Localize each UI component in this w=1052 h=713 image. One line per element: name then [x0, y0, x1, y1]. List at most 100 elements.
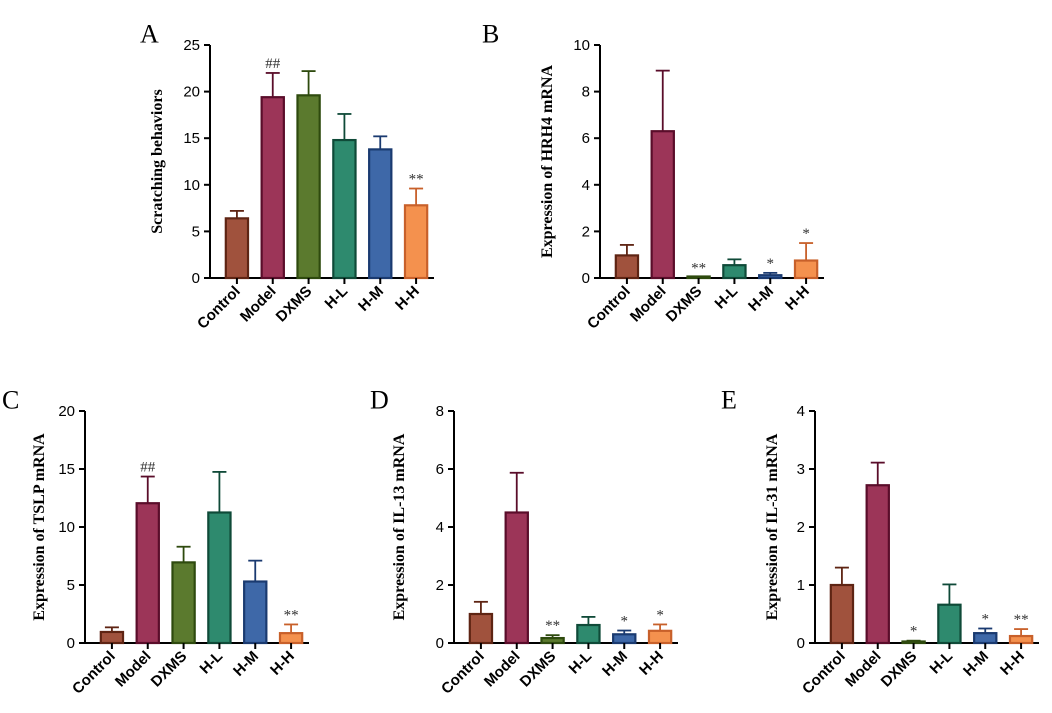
- x-tick-label: DXMS: [663, 283, 706, 326]
- y-tick-label: 2: [797, 519, 805, 536]
- y-axis-label: Expression of HRH4 mRNA: [539, 65, 556, 258]
- bar-model: [260, 96, 285, 280]
- bar-h-h: [278, 632, 304, 645]
- bar-model: [135, 502, 160, 645]
- x-tick-label: H-L: [927, 648, 957, 678]
- x-tick-label: H-M: [960, 648, 992, 680]
- bar-h-l: [937, 603, 962, 645]
- x-tick-label: DXMS: [517, 648, 560, 691]
- significance-label: *: [802, 226, 810, 242]
- significance-label: *: [621, 614, 629, 630]
- chart-panel-C: C 0 5 10 15 20 Expression of TSLP mRNA ControlM…: [2, 385, 309, 698]
- x-tick-label: H-M: [745, 283, 777, 315]
- y-tick-label: 0: [797, 635, 805, 652]
- bar-h-m: [243, 580, 268, 645]
- x-tick-label: H-H: [636, 648, 667, 679]
- x-tick-label: Model: [627, 283, 670, 326]
- x-tick-label: H-L: [566, 648, 596, 678]
- y-tick-label: 20: [58, 403, 75, 420]
- x-tick-label: Model: [112, 648, 155, 691]
- bar-control: [468, 612, 494, 645]
- bar-dxms: [296, 94, 321, 280]
- significance-label: *: [910, 624, 918, 640]
- y-tick-label: 15: [183, 130, 200, 147]
- panel-letter: D: [370, 385, 389, 414]
- bar-h-m: [612, 633, 637, 645]
- bar-h-l: [722, 264, 747, 280]
- panel-letter: C: [2, 385, 19, 414]
- bar-h-h: [647, 629, 673, 645]
- bar-model: [865, 484, 890, 645]
- x-tick-label: H-M: [230, 648, 262, 680]
- y-tick-label: 2: [582, 223, 590, 240]
- chart-panel-E: E 0 1 2 3 4 Expression of IL-31 mRNA ControlMod…: [721, 385, 1039, 698]
- panel-letter: E: [721, 385, 737, 414]
- y-tick-label: 3: [797, 461, 805, 478]
- bar-h-m: [368, 148, 393, 280]
- bar-model: [504, 511, 529, 645]
- x-tick-label: Model: [842, 648, 885, 691]
- y-tick-label: 8: [582, 84, 590, 101]
- significance-label: *: [656, 607, 664, 623]
- x-tick-label: Model: [237, 283, 280, 326]
- x-tick-label: H-L: [197, 648, 227, 678]
- y-tick-label: 4: [582, 177, 590, 194]
- bar-h-m: [973, 632, 998, 645]
- y-axis-label: Expression of IL-31 mRNA: [764, 433, 781, 620]
- significance-label: *: [982, 612, 990, 628]
- x-tick-label: H-M: [599, 648, 631, 680]
- significance-label: **: [409, 172, 424, 188]
- bar-control: [224, 217, 250, 280]
- x-tick-label: H-H: [997, 648, 1028, 679]
- bar-h-h: [1008, 634, 1034, 645]
- bar-dxms: [540, 636, 565, 645]
- y-tick-label: 0: [582, 270, 590, 287]
- bar-h-h: [403, 204, 429, 280]
- y-tick-label: 10: [58, 519, 75, 536]
- bar-h-l: [576, 623, 601, 645]
- y-tick-label: 20: [183, 84, 200, 101]
- bar-control: [99, 630, 125, 645]
- x-tick-label: Model: [481, 648, 524, 691]
- chart-panel-A: A 0 5 10 15 20 25 Scratching behaviors ControlMo…: [140, 19, 434, 333]
- x-tick-label: DXMS: [148, 648, 191, 691]
- y-tick-label: 10: [183, 177, 200, 194]
- chart-panel-B: B 0 2 4 6 8 10 Expression of HRH4 mRNA ControlMo…: [482, 19, 824, 333]
- x-tick-label: Control: [584, 283, 634, 333]
- x-tick-label: H-M: [355, 283, 387, 315]
- y-tick-label: 15: [58, 461, 75, 478]
- x-tick-label: Control: [799, 648, 849, 698]
- y-tick-label: 4: [436, 519, 444, 536]
- significance-label: **: [691, 261, 706, 277]
- significance-label: *: [767, 256, 775, 272]
- y-axis-label: Scratching behaviors: [149, 89, 166, 233]
- y-tick-label: 5: [67, 577, 75, 594]
- chart-panel-D: D 0 2 4 6 8 Expression of IL-13 mRNA ControlMod…: [370, 385, 678, 698]
- y-tick-label: 5: [192, 223, 200, 240]
- y-tick-label: 6: [582, 130, 590, 147]
- bar-h-m: [758, 274, 783, 280]
- y-tick-label: 0: [67, 635, 75, 652]
- x-tick-label: Control: [438, 648, 488, 698]
- y-tick-label: 8: [436, 403, 444, 420]
- y-tick-label: 1: [797, 577, 805, 594]
- bar-dxms: [901, 640, 926, 645]
- bar-control: [614, 254, 640, 280]
- significance-label: ##: [265, 56, 281, 72]
- x-tick-label: DXMS: [878, 648, 921, 691]
- significance-label: **: [284, 607, 299, 623]
- bar-h-h: [793, 259, 819, 280]
- bar-h-l: [207, 511, 232, 645]
- y-tick-label: 0: [192, 270, 200, 287]
- bar-h-l: [332, 138, 357, 280]
- x-tick-label: H-L: [712, 283, 742, 313]
- x-tick-label: H-H: [782, 283, 813, 314]
- y-tick-label: 2: [436, 577, 444, 594]
- y-tick-label: 0: [436, 635, 444, 652]
- significance-label: ##: [140, 460, 156, 476]
- bar-control: [829, 583, 855, 645]
- panel-letter: B: [482, 19, 499, 48]
- y-tick-label: 6: [436, 461, 444, 478]
- x-tick-label: Control: [69, 648, 119, 698]
